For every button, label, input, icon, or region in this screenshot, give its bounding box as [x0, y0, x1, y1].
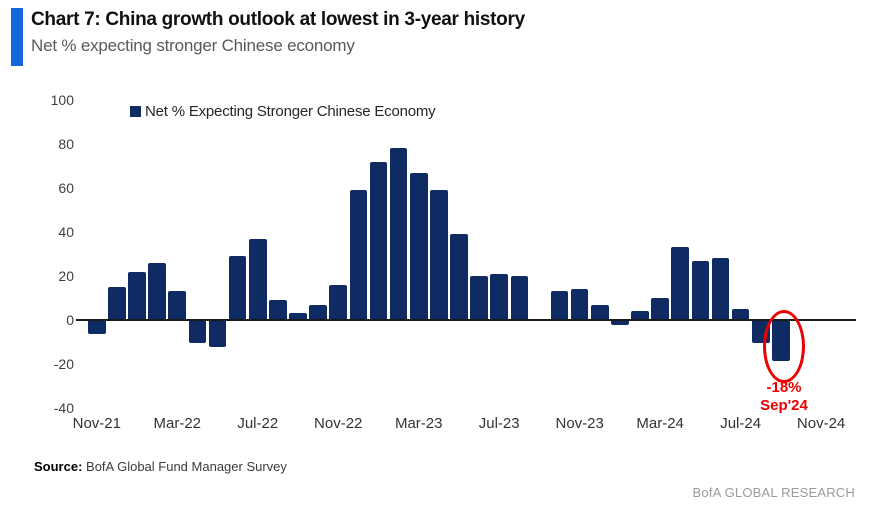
x-tick-label: Nov-22	[314, 415, 363, 432]
legend-swatch-icon	[130, 105, 141, 117]
bar-Oct-22	[309, 304, 327, 320]
bar-Apr-22	[188, 321, 207, 343]
bar-Jan-23	[369, 161, 388, 320]
title-accent-bar	[11, 8, 23, 66]
bar-Mar-24	[651, 298, 669, 320]
y-tick-label: 80	[58, 136, 74, 152]
bar-May-24	[691, 260, 710, 320]
chart-title: Chart 7: China growth outlook at lowest …	[31, 9, 525, 30]
bar-Aug-23	[510, 276, 529, 320]
bar-Jun-23	[470, 276, 488, 320]
bar-Mar-23	[409, 172, 428, 320]
source-line: Source: BofA Global Fund Manager Survey	[34, 459, 287, 474]
x-axis-line	[76, 319, 856, 321]
source-label: Source:	[34, 459, 83, 474]
highlight-ellipse	[763, 310, 805, 383]
bar-Jul-24	[731, 309, 750, 320]
x-tick-label: Jul-22	[237, 415, 279, 432]
y-tick-label: -20	[53, 356, 74, 372]
bar-Feb-24	[631, 311, 649, 320]
bar-Jun-24	[711, 258, 730, 320]
chart-subtitle: Net % expecting stronger Chinese economy	[31, 36, 355, 55]
bar-Dec-21	[108, 287, 126, 320]
y-tick-label: 20	[58, 268, 74, 284]
x-tick-label: Mar-24	[636, 415, 684, 432]
bar-Dec-23	[591, 304, 609, 320]
legend: Net % Expecting Stronger Chinese Economy	[130, 101, 436, 121]
x-tick-label: Nov-21	[72, 415, 121, 432]
bar-Jun-22	[228, 256, 247, 320]
bar-Oct-23	[550, 291, 569, 320]
bar-Nov-23	[570, 289, 589, 320]
bar-Aug-22	[269, 300, 287, 320]
bar-Apr-24	[671, 247, 690, 320]
bar-Nov-22	[329, 284, 348, 320]
x-tick-label: Jul-23	[478, 415, 520, 432]
x-tick-label: Nov-23	[555, 415, 604, 432]
legend-label: Net % Expecting Stronger Chinese Economy	[145, 102, 436, 120]
x-tick-label: Mar-23	[394, 415, 443, 432]
x-tick-label: Nov-24	[796, 415, 846, 432]
branding: BofA GLOBAL RESEARCH	[692, 485, 855, 500]
y-tick-label: 0	[66, 312, 74, 328]
bar-Feb-22	[148, 262, 166, 320]
bar-Dec-22	[349, 190, 368, 320]
y-tick-label: -40	[53, 400, 74, 416]
bar-Apr-23	[430, 190, 448, 320]
bar-Jul-22	[248, 238, 267, 320]
bar-Mar-22	[168, 291, 187, 320]
bar-May-22	[208, 321, 227, 348]
source-text: BofA Global Fund Manager Survey	[82, 459, 287, 474]
bar-Jan-22	[128, 271, 146, 320]
x-tick-label: Jul-24	[720, 415, 762, 432]
y-tick-label: 40	[58, 224, 74, 240]
bar-Jan-24	[611, 321, 629, 326]
y-tick-label: 60	[58, 180, 74, 196]
bar-Feb-23	[389, 148, 408, 320]
y-tick-label: 100	[50, 92, 74, 108]
bar-May-23	[450, 234, 468, 320]
x-tick-label: Mar-22	[153, 415, 202, 432]
annotation-date: Sep'24	[760, 397, 808, 414]
annotation-value: -18%	[766, 379, 802, 396]
bar-Nov-21	[88, 321, 106, 335]
bar-Sep-22	[289, 313, 307, 320]
bar-Jul-23	[490, 273, 508, 320]
